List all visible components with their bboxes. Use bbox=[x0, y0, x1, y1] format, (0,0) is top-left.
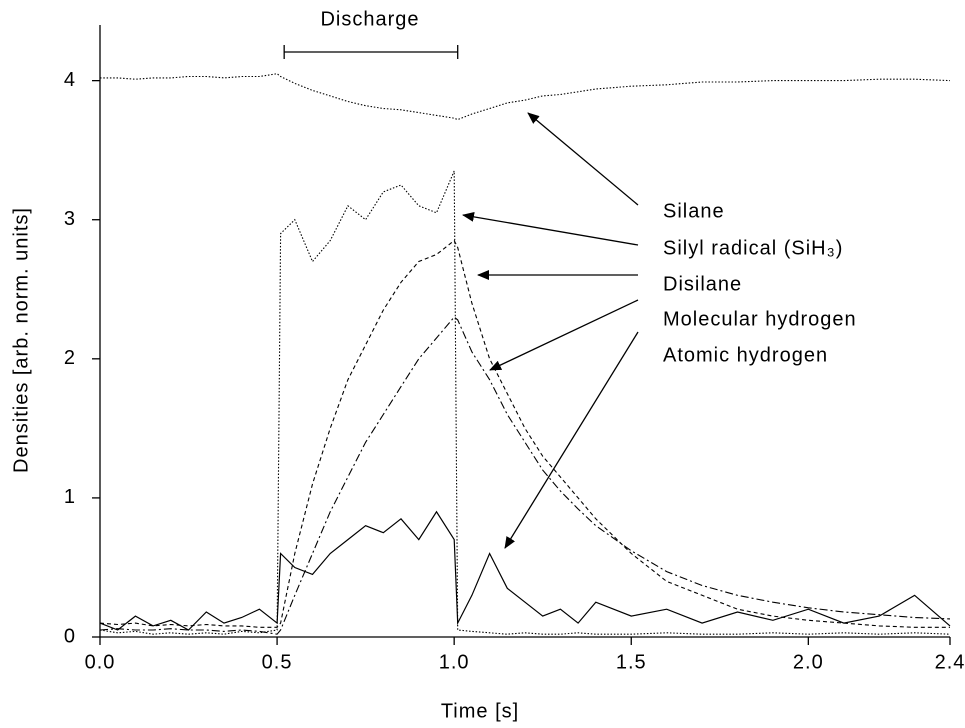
x-axis-title: Time [s] bbox=[441, 700, 519, 722]
y-tick-label: 2 bbox=[64, 347, 76, 369]
arrow bbox=[462, 211, 639, 246]
y-tick-label: 1 bbox=[64, 486, 76, 508]
series-label: Atomic hydrogen bbox=[663, 344, 828, 366]
arrows bbox=[462, 112, 639, 549]
arrow bbox=[504, 331, 639, 549]
y-tick-label: 4 bbox=[64, 69, 76, 91]
x-tick-label: 2.4 bbox=[935, 651, 965, 673]
y-tick-label: 0 bbox=[64, 625, 76, 647]
series-label: Silyl radical (SiH₃) bbox=[663, 237, 843, 259]
y-axis-title: Densities [arb. norm. units] bbox=[10, 207, 32, 473]
x-tick-label: 1.0 bbox=[439, 651, 470, 673]
series-line bbox=[99, 170, 951, 635]
arrow bbox=[527, 112, 639, 206]
x-tick-label: 0.0 bbox=[85, 651, 116, 673]
series-label: Disilane bbox=[663, 273, 742, 295]
y-tick-label: 3 bbox=[64, 208, 76, 230]
x-tick-label: 2.0 bbox=[793, 651, 824, 673]
series-line bbox=[99, 510, 951, 631]
annotation: Discharge bbox=[320, 8, 419, 30]
series-label: Silane bbox=[663, 200, 725, 222]
x-tick-label: 1.5 bbox=[616, 651, 647, 673]
series-line bbox=[100, 73, 951, 121]
series-line bbox=[99, 239, 950, 628]
series-label: Molecular hydrogen bbox=[663, 308, 857, 330]
series-line bbox=[99, 316, 951, 635]
x-tick-label: 0.5 bbox=[262, 651, 293, 673]
arrow bbox=[489, 299, 639, 371]
